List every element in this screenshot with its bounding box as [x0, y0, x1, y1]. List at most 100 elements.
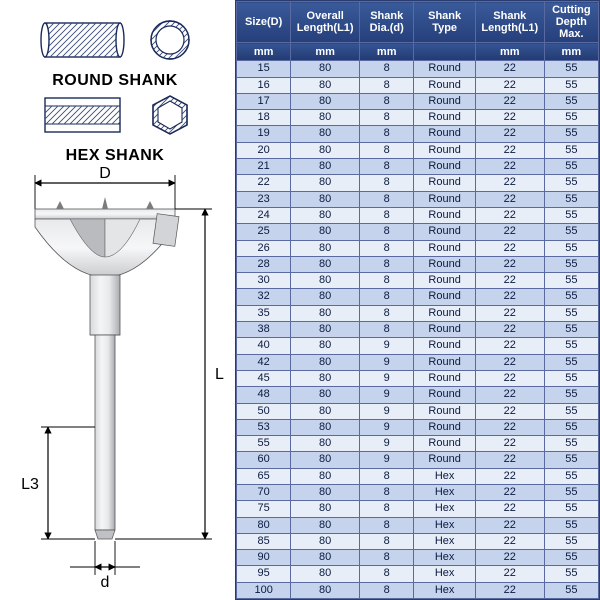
table-cell: 55	[544, 273, 598, 289]
drill-head	[35, 197, 179, 277]
table-cell: Hex	[414, 485, 476, 501]
table-cell: 40	[237, 338, 291, 354]
table-cell: 80	[291, 533, 360, 549]
table-cell: Round	[414, 273, 476, 289]
table-cell: 55	[544, 224, 598, 240]
table-cell: 55	[544, 550, 598, 566]
table-cell: Round	[414, 370, 476, 386]
table-cell: 22	[475, 159, 544, 175]
col-unit	[414, 43, 476, 61]
table-cell: 17	[237, 93, 291, 109]
table-cell: Hex	[414, 533, 476, 549]
table-cell: Round	[414, 159, 476, 175]
table-cell: 22	[475, 370, 544, 386]
table-row: 18808Round2255	[237, 110, 599, 126]
dim-L3-label: L3	[21, 476, 39, 493]
table-cell: 22	[475, 582, 544, 598]
table-row: 25808Round2255	[237, 224, 599, 240]
table-row: 23808Round2255	[237, 191, 599, 207]
table-cell: 21	[237, 159, 291, 175]
round-shank-label: ROUND SHANK	[20, 72, 210, 90]
table-cell: 22	[475, 224, 544, 240]
table-row: 65808Hex2255	[237, 468, 599, 484]
table-cell: 55	[544, 61, 598, 77]
dim-d-label: d	[101, 574, 110, 591]
table-cell: 20	[237, 142, 291, 158]
table-cell: 70	[237, 485, 291, 501]
table-cell: 55	[544, 436, 598, 452]
table-cell: 80	[291, 142, 360, 158]
spec-table: Size(D) Overall Length(L1) Shank Dia.(d)…	[236, 1, 599, 599]
table-cell: 32	[237, 289, 291, 305]
table-cell: 9	[360, 387, 414, 403]
table-cell: 8	[360, 582, 414, 598]
table-cell: 22	[475, 191, 544, 207]
table-cell: 80	[291, 501, 360, 517]
spec-table-wrap: Size(D) Overall Length(L1) Shank Dia.(d)…	[235, 0, 600, 600]
table-cell: 80	[291, 550, 360, 566]
table-cell: Round	[414, 387, 476, 403]
table-row: 35808Round2255	[237, 305, 599, 321]
table-row: 60809Round2255	[237, 452, 599, 468]
table-row: 53809Round2255	[237, 419, 599, 435]
table-cell: 22	[475, 273, 544, 289]
table-cell: Round	[414, 77, 476, 93]
table-cell: 22	[475, 61, 544, 77]
table-cell: 55	[544, 370, 598, 386]
table-cell: 22	[475, 501, 544, 517]
table-cell: 80	[291, 110, 360, 126]
col-header: Overall Length(L1)	[291, 2, 360, 43]
table-cell: 22	[475, 338, 544, 354]
table-cell: 55	[544, 93, 598, 109]
table-cell: 8	[360, 240, 414, 256]
table-cell: 22	[475, 452, 544, 468]
table-cell: 22	[475, 207, 544, 223]
table-row: 22808Round2255	[237, 175, 599, 191]
table-cell: 8	[360, 517, 414, 533]
dim-D-label: D	[99, 165, 111, 182]
table-cell: 19	[237, 126, 291, 142]
table-cell: Round	[414, 240, 476, 256]
table-cell: 22	[237, 175, 291, 191]
table-cell: 22	[475, 240, 544, 256]
table-cell: 55	[544, 468, 598, 484]
table-cell: Round	[414, 175, 476, 191]
table-cell: 28	[237, 256, 291, 272]
table-cell: 80	[291, 322, 360, 338]
table-cell: Hex	[414, 550, 476, 566]
col-header: Shank Type	[414, 2, 476, 43]
table-cell: 55	[237, 436, 291, 452]
table-body: 15808Round225516808Round225517808Round22…	[237, 61, 599, 599]
table-cell: 100	[237, 582, 291, 598]
table-cell: 22	[475, 93, 544, 109]
table-cell: 26	[237, 240, 291, 256]
drill-diagram-svg: D	[10, 165, 225, 595]
table-row: 40809Round2255	[237, 338, 599, 354]
col-header: Size(D)	[237, 2, 291, 43]
table-cell: 80	[291, 468, 360, 484]
table-cell: 8	[360, 468, 414, 484]
table-cell: Round	[414, 452, 476, 468]
table-row: 38808Round2255	[237, 322, 599, 338]
table-cell: 22	[475, 387, 544, 403]
table-cell: 23	[237, 191, 291, 207]
table-cell: 8	[360, 533, 414, 549]
table-cell: Round	[414, 289, 476, 305]
table-cell: 8	[360, 207, 414, 223]
table-cell: 22	[475, 110, 544, 126]
table-cell: 55	[544, 191, 598, 207]
table-cell: 8	[360, 501, 414, 517]
table-cell: 30	[237, 273, 291, 289]
table-cell: 9	[360, 354, 414, 370]
table-cell: Round	[414, 142, 476, 158]
table-row: 90808Hex2255	[237, 550, 599, 566]
table-cell: 22	[475, 289, 544, 305]
table-cell: 9	[360, 452, 414, 468]
table-cell: 22	[475, 550, 544, 566]
table-cell: 16	[237, 77, 291, 93]
table-cell: Hex	[414, 566, 476, 582]
table-cell: Round	[414, 322, 476, 338]
table-cell: 80	[291, 126, 360, 142]
table-cell: 8	[360, 159, 414, 175]
table-cell: 9	[360, 370, 414, 386]
